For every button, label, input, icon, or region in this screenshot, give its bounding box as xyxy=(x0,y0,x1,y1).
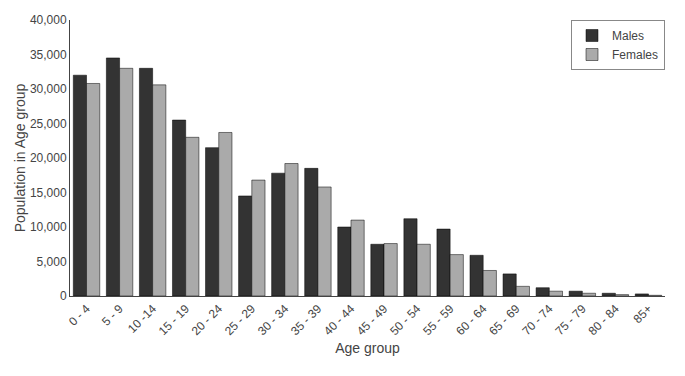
svg-text:30 - 34: 30 - 34 xyxy=(255,302,292,339)
svg-text:Females: Females xyxy=(612,48,658,62)
svg-text:10 -14: 10 -14 xyxy=(125,302,159,336)
svg-text:45 - 49: 45 - 49 xyxy=(354,302,391,339)
svg-text:Age group: Age group xyxy=(335,340,400,356)
svg-text:25 - 29: 25 - 29 xyxy=(222,302,259,339)
svg-text:75 - 79: 75 - 79 xyxy=(552,302,589,339)
svg-text:5 - 9: 5 - 9 xyxy=(99,302,126,329)
svg-text:85+: 85+ xyxy=(631,302,655,326)
svg-text:60 - 64: 60 - 64 xyxy=(453,302,490,339)
svg-text:65 - 69: 65 - 69 xyxy=(486,302,523,339)
svg-text:80 - 84: 80 - 84 xyxy=(585,302,622,339)
svg-text:15 - 19: 15 - 19 xyxy=(156,302,193,339)
svg-text:40 - 44: 40 - 44 xyxy=(321,302,358,339)
svg-text:50 - 54: 50 - 54 xyxy=(387,302,424,339)
svg-text:55 - 59: 55 - 59 xyxy=(420,302,457,339)
svg-text:70 - 74: 70 - 74 xyxy=(519,302,556,339)
svg-text:25,000: 25,000 xyxy=(30,117,67,131)
svg-text:Males: Males xyxy=(612,29,644,43)
svg-text:35 - 39: 35 - 39 xyxy=(288,302,325,339)
svg-text:35,000: 35,000 xyxy=(30,48,67,62)
svg-text:Population in Age group: Population in Age group xyxy=(12,83,28,232)
svg-text:20 - 24: 20 - 24 xyxy=(189,302,226,339)
svg-text:40,000: 40,000 xyxy=(30,13,67,27)
svg-text:5,000: 5,000 xyxy=(37,255,67,269)
svg-text:15,000: 15,000 xyxy=(30,186,67,200)
svg-text:10,000: 10,000 xyxy=(30,220,67,234)
svg-text:30,000: 30,000 xyxy=(30,82,67,96)
svg-text:0: 0 xyxy=(60,289,67,303)
svg-text:0 - 4: 0 - 4 xyxy=(66,302,93,329)
svg-text:20,000: 20,000 xyxy=(30,151,67,165)
